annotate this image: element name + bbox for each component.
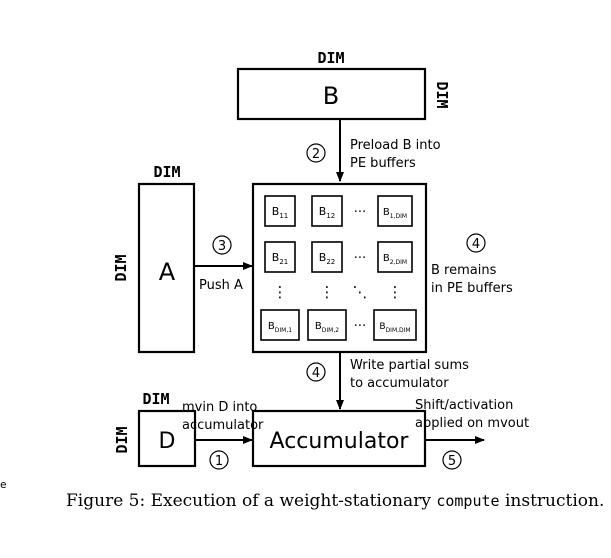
pe-cell <box>264 195 296 227</box>
matrix-b-label: B <box>323 82 339 110</box>
partial-sums-note-line2: to accumulator <box>350 376 449 391</box>
step-5-marker <box>442 450 462 470</box>
column-ellipsis: ⋮ <box>320 283 335 301</box>
a-width-dim-label: DIM <box>153 163 180 181</box>
step-2-number: 2 <box>312 147 320 162</box>
pe-cell <box>307 309 347 341</box>
pe-cell <box>311 195 343 227</box>
pe-cell <box>311 241 343 273</box>
mvout-note-line1: Shift/activation <box>415 398 513 413</box>
mvout-note-line2: applied on mvout <box>415 416 529 431</box>
step-2-marker <box>306 143 326 163</box>
weight-stationary-diagram: B DIM DIM 2 Preload B into PE buffers A … <box>112 49 529 470</box>
preload-note-line2: PE buffers <box>350 156 416 171</box>
d-width-dim-label: DIM <box>142 390 169 408</box>
pe-cell-label: BDIM,DIM <box>379 322 410 334</box>
b-height-dim-label: DIM <box>433 81 451 108</box>
matrix-a-box <box>137 182 196 354</box>
pe-cell <box>264 241 296 273</box>
mvin-note-line2: accumulator <box>182 418 264 433</box>
step-5-number: 5 <box>448 454 456 469</box>
pe-cell-label: BDIM,1 <box>268 321 292 334</box>
caption-suffix: instruction. <box>504 491 605 511</box>
d-height-dim-label: DIM <box>113 426 131 453</box>
matrix-b-box <box>236 67 427 121</box>
accumulator-box <box>251 409 427 468</box>
step-3-number: 3 <box>218 239 226 254</box>
column-ellipsis: ⋮ <box>388 283 403 301</box>
pe-cell <box>373 309 417 341</box>
b-remains-note-line2: in PE buffers <box>431 281 513 296</box>
preload-note-line1: Preload B into <box>350 138 441 153</box>
pe-cell-label: B22 <box>319 251 335 266</box>
caption-code: compute <box>436 492 500 510</box>
diagonal-ellipsis: ⋱ <box>353 283 368 301</box>
step-1-number: 1 <box>215 454 223 469</box>
figure-caption: Figure 5: Execution of a weight-stationa… <box>66 490 606 512</box>
b-remains-note-line1: B remains <box>431 263 497 278</box>
step-4-marker <box>306 362 326 382</box>
caption-text: Figure 5: Execution of a weight-stationa… <box>66 491 431 511</box>
partial-sums-note-line1: Write partial sums <box>350 358 469 373</box>
matrix-d-label: D <box>159 429 176 454</box>
cropped-text-fragment: e <box>0 478 7 491</box>
pe-cell <box>377 195 413 227</box>
pe-cell-label: B11 <box>272 205 288 220</box>
b-width-dim-label: DIM <box>317 49 344 67</box>
step-4-marker-right <box>466 233 486 253</box>
mvin-note-line1: mvin D into <box>182 400 257 415</box>
pe-cell-label: B1,DIM <box>383 207 407 220</box>
a-height-dim-label: DIM <box>112 254 130 281</box>
accumulator-label: Accumulator <box>270 429 410 454</box>
row-ellipsis: ··· <box>354 205 366 220</box>
pe-cell-label: B21 <box>272 251 288 266</box>
push-a-note: Push A <box>199 278 243 293</box>
pe-cell <box>377 241 413 273</box>
matrix-a-label: A <box>159 258 176 286</box>
pe-cell-label: BDIM,2 <box>315 321 339 334</box>
step-4-number-right: 4 <box>472 237 480 252</box>
step-1-marker <box>209 450 229 470</box>
pe-cell-label: B12 <box>319 205 335 220</box>
step-3-marker <box>212 235 232 255</box>
pe-cell <box>260 309 300 341</box>
step-4-number: 4 <box>312 366 320 381</box>
row-ellipsis: ··· <box>354 251 366 266</box>
pe-cell-label: B2,DIM <box>383 253 407 266</box>
column-ellipsis: ⋮ <box>273 283 288 301</box>
row-ellipsis: ··· <box>354 319 366 334</box>
matrix-d-box <box>137 409 197 468</box>
